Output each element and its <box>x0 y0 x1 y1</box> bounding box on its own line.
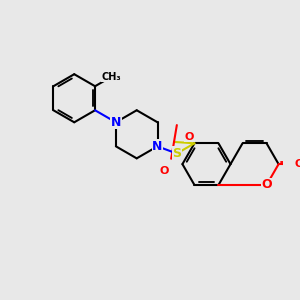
Text: O: O <box>159 166 169 176</box>
Text: O: O <box>185 132 194 142</box>
Text: O: O <box>261 178 272 191</box>
Text: O: O <box>294 159 300 169</box>
Text: CH₃: CH₃ <box>102 72 122 82</box>
Text: N: N <box>111 116 121 129</box>
Text: S: S <box>172 147 181 160</box>
Text: N: N <box>152 140 163 153</box>
